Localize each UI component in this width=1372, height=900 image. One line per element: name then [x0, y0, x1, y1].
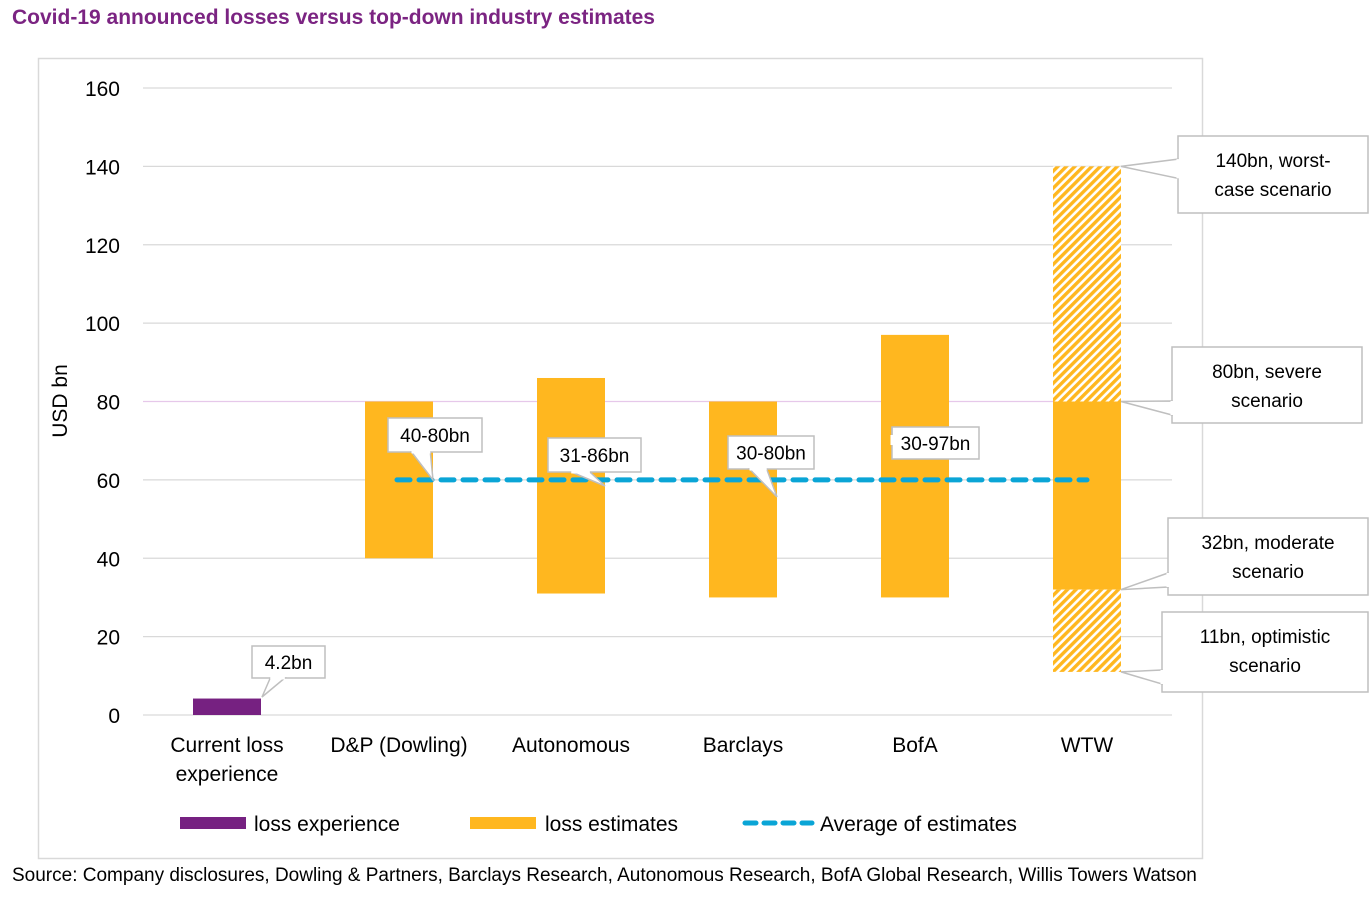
- y-tick-label: 40: [97, 548, 120, 571]
- y-tick-label: 80: [97, 392, 120, 415]
- data-label-box: [727, 435, 815, 470]
- scenario-annotation-line: scenario: [1231, 391, 1303, 412]
- data-label-line: 31-86bn: [560, 446, 630, 467]
- y-tick-label: 20: [97, 627, 120, 650]
- scenario-annotation-pointer: [1120, 571, 1169, 591]
- scenario-annotation-text: 140bn, worst-case scenario: [1214, 151, 1331, 201]
- scenario-annotation: 140bn, worst-case scenario: [1120, 135, 1369, 214]
- scenario-annotation-box: [1161, 611, 1369, 693]
- scenario-annotation-line: 80bn, severe: [1212, 362, 1322, 383]
- source-note: Source: Company disclosures, Dowling & P…: [12, 865, 1197, 886]
- x-tick-label: WTW: [1061, 734, 1114, 757]
- x-tick-label: BofA: [892, 734, 938, 757]
- legend-swatch-loss-estimates: [470, 817, 536, 829]
- data-label-box: [891, 426, 980, 460]
- plot-frame: [37, 57, 1204, 860]
- bar-wtw-hatched: [1053, 166, 1121, 402]
- data-label-line: 30-80bn: [736, 444, 806, 465]
- bar-loss-estimates: [709, 401, 777, 598]
- y-tick-label: 140: [85, 156, 120, 179]
- scenario-annotation: 32bn, moderate scenario: [1120, 517, 1369, 596]
- x-tick-label: D&P (Dowling): [330, 734, 467, 757]
- scenario-annotation-line: scenario: [1229, 656, 1301, 677]
- x-tick-label-line: D&P (Dowling): [330, 734, 467, 757]
- data-label: 31-86bn: [547, 437, 642, 487]
- x-tick-label-line: Barclays: [703, 734, 784, 757]
- data-label: 30-97bn: [890, 426, 980, 460]
- bar-loss-estimates: [537, 377, 605, 594]
- scenario-annotation-text: 11bn, optimistic scenario: [1200, 627, 1331, 677]
- scenario-annotation: 80bn, severe scenario: [1120, 346, 1363, 424]
- data-label-box: [387, 417, 483, 453]
- scenario-annotation-box: [1167, 517, 1369, 596]
- chart-title: Covid-19 announced losses versus top-dow…: [12, 6, 655, 29]
- scenario-annotation-box: [1177, 135, 1369, 214]
- data-label: 40-80bn: [387, 417, 483, 483]
- y-tick-label: 100: [85, 313, 120, 336]
- bar-loss-estimates: [881, 334, 949, 598]
- bar-loss-estimates: [1053, 401, 1121, 590]
- scenario-annotation-line: 32bn, moderate: [1201, 533, 1334, 554]
- x-tick-label-line: Current loss: [170, 734, 283, 757]
- data-label-text: 40-80bn: [400, 426, 470, 447]
- bar-wtw-hatched: [1053, 589, 1121, 672]
- scenario-annotation-text: 32bn, moderate scenario: [1201, 533, 1334, 583]
- scenario-annotation-pointer: [1120, 158, 1179, 180]
- x-tick-label-line: BofA: [892, 734, 938, 757]
- legend-swatch-loss-experience: [180, 817, 246, 829]
- data-label-line: 4.2bn: [265, 653, 313, 674]
- data-label-text: 30-80bn: [736, 444, 806, 465]
- scenario-annotation: 11bn, optimistic scenario: [1120, 611, 1369, 693]
- data-label-pointer: [261, 677, 287, 698]
- scenario-annotation-line: 140bn, worst-: [1215, 151, 1330, 172]
- x-tick-label-line: WTW: [1061, 734, 1114, 757]
- x-tick-label: Barclays: [703, 734, 784, 757]
- data-label: 4.2bn: [251, 645, 326, 698]
- legend-label: loss experience: [254, 813, 400, 836]
- scenario-annotation-box: [1171, 346, 1363, 424]
- scenario-annotation-line: case scenario: [1214, 180, 1331, 201]
- y-tick-label: 160: [85, 78, 120, 101]
- x-tick-label: Current loss experience: [170, 734, 283, 786]
- scenario-annotation-text: 80bn, severe scenario: [1212, 362, 1322, 412]
- y-tick-label: 0: [108, 705, 120, 728]
- data-label-text: 30-97bn: [901, 434, 971, 455]
- data-label-box: [547, 437, 642, 473]
- x-tick-label-line: experience: [176, 763, 279, 786]
- data-label-box: [251, 645, 326, 679]
- data-label: 30-80bn: [727, 435, 815, 498]
- y-tick-label: 60: [97, 470, 120, 493]
- scenario-annotation-line: scenario: [1232, 562, 1304, 583]
- data-label-line: 30-97bn: [901, 434, 971, 455]
- y-tick-label: 120: [85, 235, 120, 258]
- data-label-line: 40-80bn: [400, 426, 470, 447]
- legend-label: Average of estimates: [820, 813, 1017, 836]
- data-label-text: 4.2bn: [265, 653, 313, 674]
- y-axis-label: USD bn: [49, 364, 72, 438]
- x-tick-label-line: Autonomous: [512, 734, 630, 757]
- bar-loss-experience: [193, 698, 261, 715]
- scenario-annotation-line: 11bn, optimistic: [1200, 627, 1331, 648]
- scenario-annotation-pointer: [1120, 669, 1163, 686]
- data-label-text: 31-86bn: [560, 446, 630, 467]
- scenario-annotation-pointer: [1120, 400, 1173, 416]
- x-tick-label: Autonomous: [512, 734, 630, 757]
- legend-label: loss estimates: [545, 813, 678, 836]
